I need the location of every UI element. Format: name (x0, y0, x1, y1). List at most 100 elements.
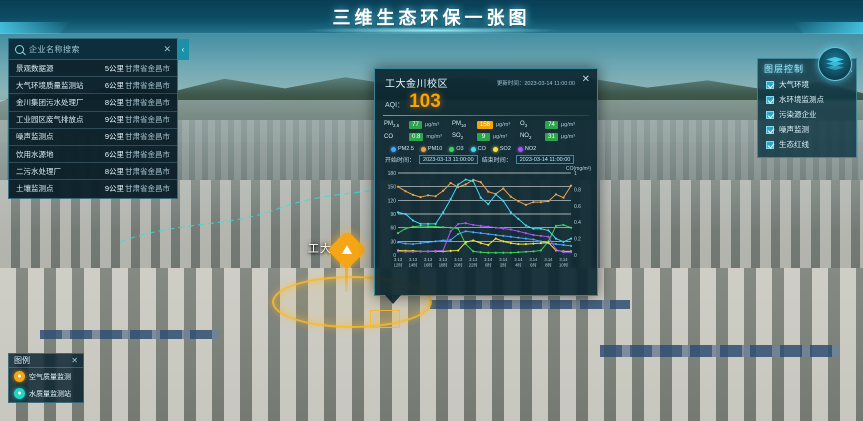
y2-axis-tick-label: 0.4 (574, 220, 581, 226)
layer-item-2[interactable]: 污染源企业 (758, 107, 856, 122)
chart-point (419, 242, 422, 245)
metric-pm10: PM10 158 μg/m³ (452, 121, 520, 129)
search-result-row[interactable]: 金川集团污水处理厂 8公里 甘肃省金昌市 (9, 94, 177, 112)
pollutant-trend-chart[interactable]: CO(mg/m³) 0 30 60 90 120 150 180 0 0.2 0.4 0.6 0.8 1… (381, 166, 593, 271)
chart-point (472, 231, 475, 234)
map-legend-panel[interactable]: 图例 ✕ ● 空气质量监测 ● 水质量监测站 (8, 353, 84, 403)
layer-stack-icon[interactable] (818, 47, 852, 81)
search-result-row[interactable]: 景观数据源 5公里 甘肃省金昌市 (9, 60, 177, 78)
svg-text:2时: 2时 (500, 262, 507, 268)
result-name: 噪声监测点 (16, 132, 54, 142)
legend-item-0: ● 空气质量监测 (9, 368, 83, 385)
result-location: 甘肃省金昌市 (125, 166, 170, 176)
svg-text:22时: 22时 (469, 262, 479, 268)
search-result-row[interactable]: 饮用水源地 6公里 甘肃省金昌市 (9, 146, 177, 164)
search-result-row[interactable]: 工业园区废气排放点 9公里 甘肃省金昌市 (9, 112, 177, 129)
search-result-list[interactable]: 景观数据源 5公里 甘肃省金昌市 大气环境质量监测站 6公里 甘肃省金昌市 金川集团污水处理… (9, 60, 177, 198)
layer-item-list[interactable]: 大气环境 水环境监测点 污染源企业 噪声监测 生态红线 (758, 77, 856, 152)
panel-collapse-toggle[interactable]: ‹ (177, 39, 189, 60)
chart-legend-item-so2[interactable]: SO2 (492, 146, 511, 152)
chart-legend-item-pm25[interactable]: PM2.5 (391, 146, 414, 152)
layer-item-3[interactable]: 噪声监测 (758, 122, 856, 137)
chart-point (494, 193, 497, 196)
metric-unit: μg/m³ (560, 122, 576, 128)
chart-legend[interactable]: PM2.5 PM10 O3 CO SO2 NO2 (375, 143, 597, 154)
chart-series-o3 (397, 224, 572, 254)
chart-point (532, 227, 535, 230)
chart-canvas[interactable]: 030609012015018000.20.40.60.813.1312时3.1… (381, 167, 593, 271)
metric-value-chip: 31 (544, 133, 558, 141)
chart-point (457, 227, 460, 230)
header-glow (301, 27, 562, 34)
chart-point (472, 180, 475, 183)
search-result-row[interactable]: 土壤监测点 9公里 甘肃省金昌市 (9, 180, 177, 197)
layer-control-panel[interactable]: 图层控制 大气环境 水环境监测点 污染源企业 噪声监测 生态红线 (757, 47, 857, 158)
svg-text:3.13: 3.13 (454, 257, 463, 262)
layer-item-1[interactable]: 水环境监测点 (758, 92, 856, 107)
y-axis-tick-label: 180 (388, 171, 397, 177)
search-result-row[interactable]: 噪声监测点 9公里 甘肃省金昌市 (9, 129, 177, 146)
chart-point (502, 199, 505, 202)
search-result-row[interactable]: 大气环境质量监测站 6公里 甘肃省金昌市 (9, 77, 177, 95)
y2-axis-tick-label: 0.6 (574, 204, 581, 210)
layer-checkbox[interactable] (766, 110, 774, 119)
chart-point (539, 249, 543, 252)
chart-point (472, 223, 475, 227)
svg-text:4时: 4时 (515, 262, 522, 268)
start-time-input[interactable]: 2023-03-13 11:00:00 (419, 155, 478, 164)
metric-name: CO (384, 134, 393, 140)
search-panel[interactable]: 企业名称搜索 ✕ ‹ 景观数据源 5公里 甘肃省金昌市 大气环境质量监测站 6公里 甘肃省… (8, 38, 189, 199)
layer-checkbox[interactable] (766, 125, 774, 134)
layer-item-4[interactable]: 生态红线 (758, 137, 856, 152)
chart-legend-item-o3[interactable]: O3 (449, 146, 464, 152)
chart-point (554, 193, 558, 196)
legend-series-label: NO2 (524, 146, 537, 152)
popup-close-icon[interactable]: ✕ (581, 74, 590, 85)
result-location: 甘肃省金昌市 (125, 149, 170, 159)
chart-point (449, 230, 452, 233)
chart-legend-item-pm10[interactable]: PM10 (420, 146, 442, 152)
chart-series-no2 (397, 222, 571, 253)
legend-series-label: PM2.5 (398, 146, 414, 152)
popup-update-time: 更新时间：2023-03-14 11:00:00 (497, 75, 575, 87)
chart-point (547, 235, 550, 238)
chart-point (411, 225, 415, 228)
chart-point (547, 229, 550, 232)
chart-legend-item-no2[interactable]: NO2 (517, 146, 537, 152)
chart-point (426, 222, 430, 225)
legend-close-icon[interactable]: ✕ (71, 356, 78, 365)
station-pin-icon[interactable]: ⛰ (327, 230, 367, 296)
chart-point (487, 203, 490, 206)
result-name: 金川集团污水处理厂 (16, 97, 84, 107)
layer-checkbox[interactable] (766, 95, 774, 104)
chart-point (472, 250, 475, 253)
station-detail-popup[interactable]: 工大金川校区 更新时间：2023-03-14 11:00:00 ✕ AQI： 1… (374, 68, 598, 304)
search-result-row[interactable]: 二污水处理厂 8公里 甘肃省金昌市 (9, 163, 177, 181)
y-axis-tick-label: 90 (390, 212, 396, 218)
chart-point (411, 250, 415, 253)
result-name: 景观数据源 (16, 63, 54, 73)
chart-point (509, 195, 512, 198)
chart-point (396, 211, 400, 214)
layer-checkbox[interactable] (766, 80, 774, 89)
rooftop-row-c (40, 330, 220, 339)
layer-item-0[interactable]: 大气环境 (758, 77, 856, 92)
chart-point (509, 211, 512, 214)
end-time-input[interactable]: 2023-03-14 11:00:00 (515, 155, 575, 164)
metric-name: PM2.5 (384, 121, 400, 129)
date-range-row[interactable]: 开始时间： 2023-03-13 11:00:00 结束时间： 2023-03-… (375, 154, 597, 166)
chart-point (457, 232, 460, 236)
search-input[interactable]: 企业名称搜索 (29, 44, 80, 54)
aqi-summary: AQI： 103 (375, 90, 597, 114)
search-clear-icon[interactable]: ✕ (163, 43, 171, 54)
chart-point (524, 203, 527, 206)
chart-point (472, 239, 475, 242)
search-bar[interactable]: 企业名称搜索 ✕ (9, 39, 177, 60)
chart-legend-item-co[interactable]: CO (470, 146, 486, 152)
layer-checkbox[interactable] (766, 140, 774, 149)
legend-title: 图例 (14, 356, 30, 365)
layer-panel-title: 图层控制 (764, 63, 805, 74)
